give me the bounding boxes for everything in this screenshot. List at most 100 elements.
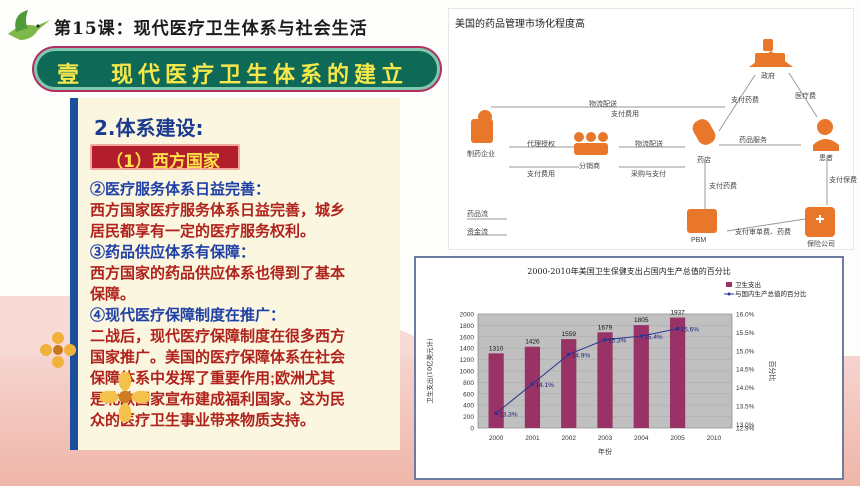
bar-value-label: 1310 [489, 345, 504, 352]
legend-line-marker [727, 292, 731, 296]
bar [488, 353, 504, 428]
line-point-label: 14.9% [572, 352, 591, 359]
line-point [566, 352, 571, 357]
legend-bar-swatch [726, 282, 732, 287]
label-distributor: 分销商 [579, 163, 600, 170]
y-right-tick-label: 12.9% [736, 426, 755, 433]
label-fund-flow: 资金流 [467, 229, 488, 236]
line-point [675, 326, 680, 331]
y-right-tick-label: 13.5% [736, 403, 755, 410]
y-tick-label: 1200 [460, 357, 475, 364]
label-logistics-mid: 物流配送 [635, 141, 663, 148]
flow-title: 美国的药品管理市场化程度高 [455, 19, 585, 30]
x-tick-label: 2001 [525, 435, 540, 442]
flower-icon [100, 372, 150, 422]
legend-line-label: 与国内生产总值的百分比 [735, 289, 807, 298]
y-tick-label: 1800 [460, 323, 475, 330]
bar [633, 325, 649, 428]
y-tick-label: 0 [470, 426, 474, 433]
x-tick-label: 2005 [670, 435, 685, 442]
y-right-tick-label: 15.5% [736, 330, 755, 337]
label-purchase: 采购与支付 [631, 171, 666, 178]
content-panel: 2.体系建设: （1）西方国家 ②医疗服务体系日益完善： 西方国家医疗服务体系日益… [70, 98, 400, 450]
label-pay-premium: 支付保费 [829, 177, 857, 184]
label-logistics-top: 物流配送 [589, 101, 617, 108]
bar-value-label: 1679 [598, 324, 613, 331]
y-tick-label: 800 [463, 380, 474, 387]
line-point-label: 15.4% [644, 334, 663, 341]
label-maker: 制药企业 [467, 151, 495, 158]
line-point [494, 411, 498, 416]
bar-value-label: 1559 [561, 331, 576, 338]
line-point [603, 337, 607, 342]
percent-line [495, 328, 678, 414]
x-tick-label: 2010 [707, 435, 722, 442]
x-tick-label: 2003 [598, 435, 613, 442]
bar [669, 317, 686, 428]
section-title: 2.体系建设: [94, 116, 204, 140]
bar [524, 346, 541, 428]
y-tick-label: 400 [463, 403, 474, 410]
label-government: 政府 [761, 73, 775, 80]
point-text: 国家推广。美国的医疗保障体系在社会 [90, 349, 346, 366]
chart-title: 2000-2010年美国卫生保健支出占国内生产总值的百分比 [527, 266, 730, 276]
y-right-tick-label: 16.0% [736, 312, 755, 319]
point-text: 众的医疗卫生事业带来物质支持。 [90, 412, 316, 429]
label-drug-flow: 药品流 [467, 211, 488, 218]
bar [561, 339, 577, 428]
y-tick-label: 1600 [460, 334, 475, 341]
line-point-label: 15.3% [608, 338, 627, 345]
label-pharmacy: 药店 [697, 157, 711, 164]
label-drug-service: 药品服务 [739, 137, 767, 144]
label-patient: 患者 [819, 155, 833, 162]
label-agent: 代理授权 [527, 141, 555, 148]
y-right-tick-label: 14.0% [736, 385, 755, 392]
point-heading: ②医疗服务体系日益完善： [90, 181, 271, 198]
point-text: 居民都享有一定的医疗服务权利。 [90, 223, 316, 240]
label-medical-fee: 医疗费 [795, 93, 816, 100]
banner-text: 壹 现代医疗卫生体系的建立 [57, 63, 409, 88]
point-text: 西方国家医疗服务体系日益完善，城乡 [90, 202, 346, 219]
line-point-label: 14.1% [535, 382, 554, 389]
point-text: 西方国家的药品供应体系也得到了基本 [90, 265, 346, 282]
label-pay-fee: 支付费用 [611, 111, 639, 118]
y-tick-label: 200 [463, 414, 474, 421]
bar-value-label: 1805 [634, 317, 649, 324]
y-right-tick-label: 15.0% [736, 348, 755, 355]
line-point [530, 382, 535, 386]
flow-diagram [467, 39, 839, 237]
legend-bar-label: 卫生支出 [735, 280, 761, 289]
y-tick-label: 1000 [460, 369, 475, 376]
label-pay-drug: 支付药费 [731, 97, 759, 104]
x-tick-label: 2000 [489, 435, 504, 442]
point-text: 二战后，现代医疗保障制度在很多西方 [90, 328, 346, 345]
y-tick-label: 600 [463, 391, 474, 398]
label-pay-fee-2: 支付费用 [527, 171, 555, 178]
point-text: 保障体系中发挥了重要作用;欧洲尤其 [90, 370, 335, 387]
y-right-tick-label: 13.0% [736, 422, 755, 429]
line-point-label: 15.6% [681, 327, 700, 334]
point-heading: ③药品供应体系有保障： [90, 244, 256, 261]
x-axis-label: 年份 [598, 447, 612, 456]
y-axis-label: 卫生支出(10亿美元计) [425, 338, 434, 404]
label-insurer: 保险公司 [807, 241, 835, 248]
bar [597, 332, 613, 428]
chart-svg: 2000-2010年美国卫生保健支出占国内生产总值的百分比 0 200 400 600 8… [425, 266, 807, 456]
bar-value-label: 1426 [525, 339, 540, 346]
health-spending-chart: 2000-2010年美国卫生保健支出占国内生产总值的百分比 0 200 400 600 8… [414, 256, 844, 480]
section-banner: 壹 现代医疗卫生体系的建立 [34, 48, 440, 90]
point-text: 是北欧国家宣布建成福利国家。这为民 [90, 391, 346, 408]
label-audit: 支付审单费、药费 [735, 229, 791, 236]
label-pay-drug-2: 支付药费 [709, 183, 737, 190]
point-heading: ④现代医疗保障制度在推广： [90, 307, 286, 324]
point-text: 保障。 [90, 286, 136, 303]
drug-market-flow-image: 美国的药品管理市场化程度高 [448, 8, 857, 250]
bar-value-label: 1937 [670, 310, 685, 317]
x-tick-label: 2002 [561, 435, 576, 442]
x-tick-label: 2004 [634, 435, 649, 442]
line-point-label: 13.3% [499, 411, 518, 418]
y-right-axis-label: 百分比 [768, 361, 777, 382]
line-point [639, 334, 644, 338]
label-pbm: PBM [691, 237, 707, 244]
flower-icon [40, 332, 76, 368]
